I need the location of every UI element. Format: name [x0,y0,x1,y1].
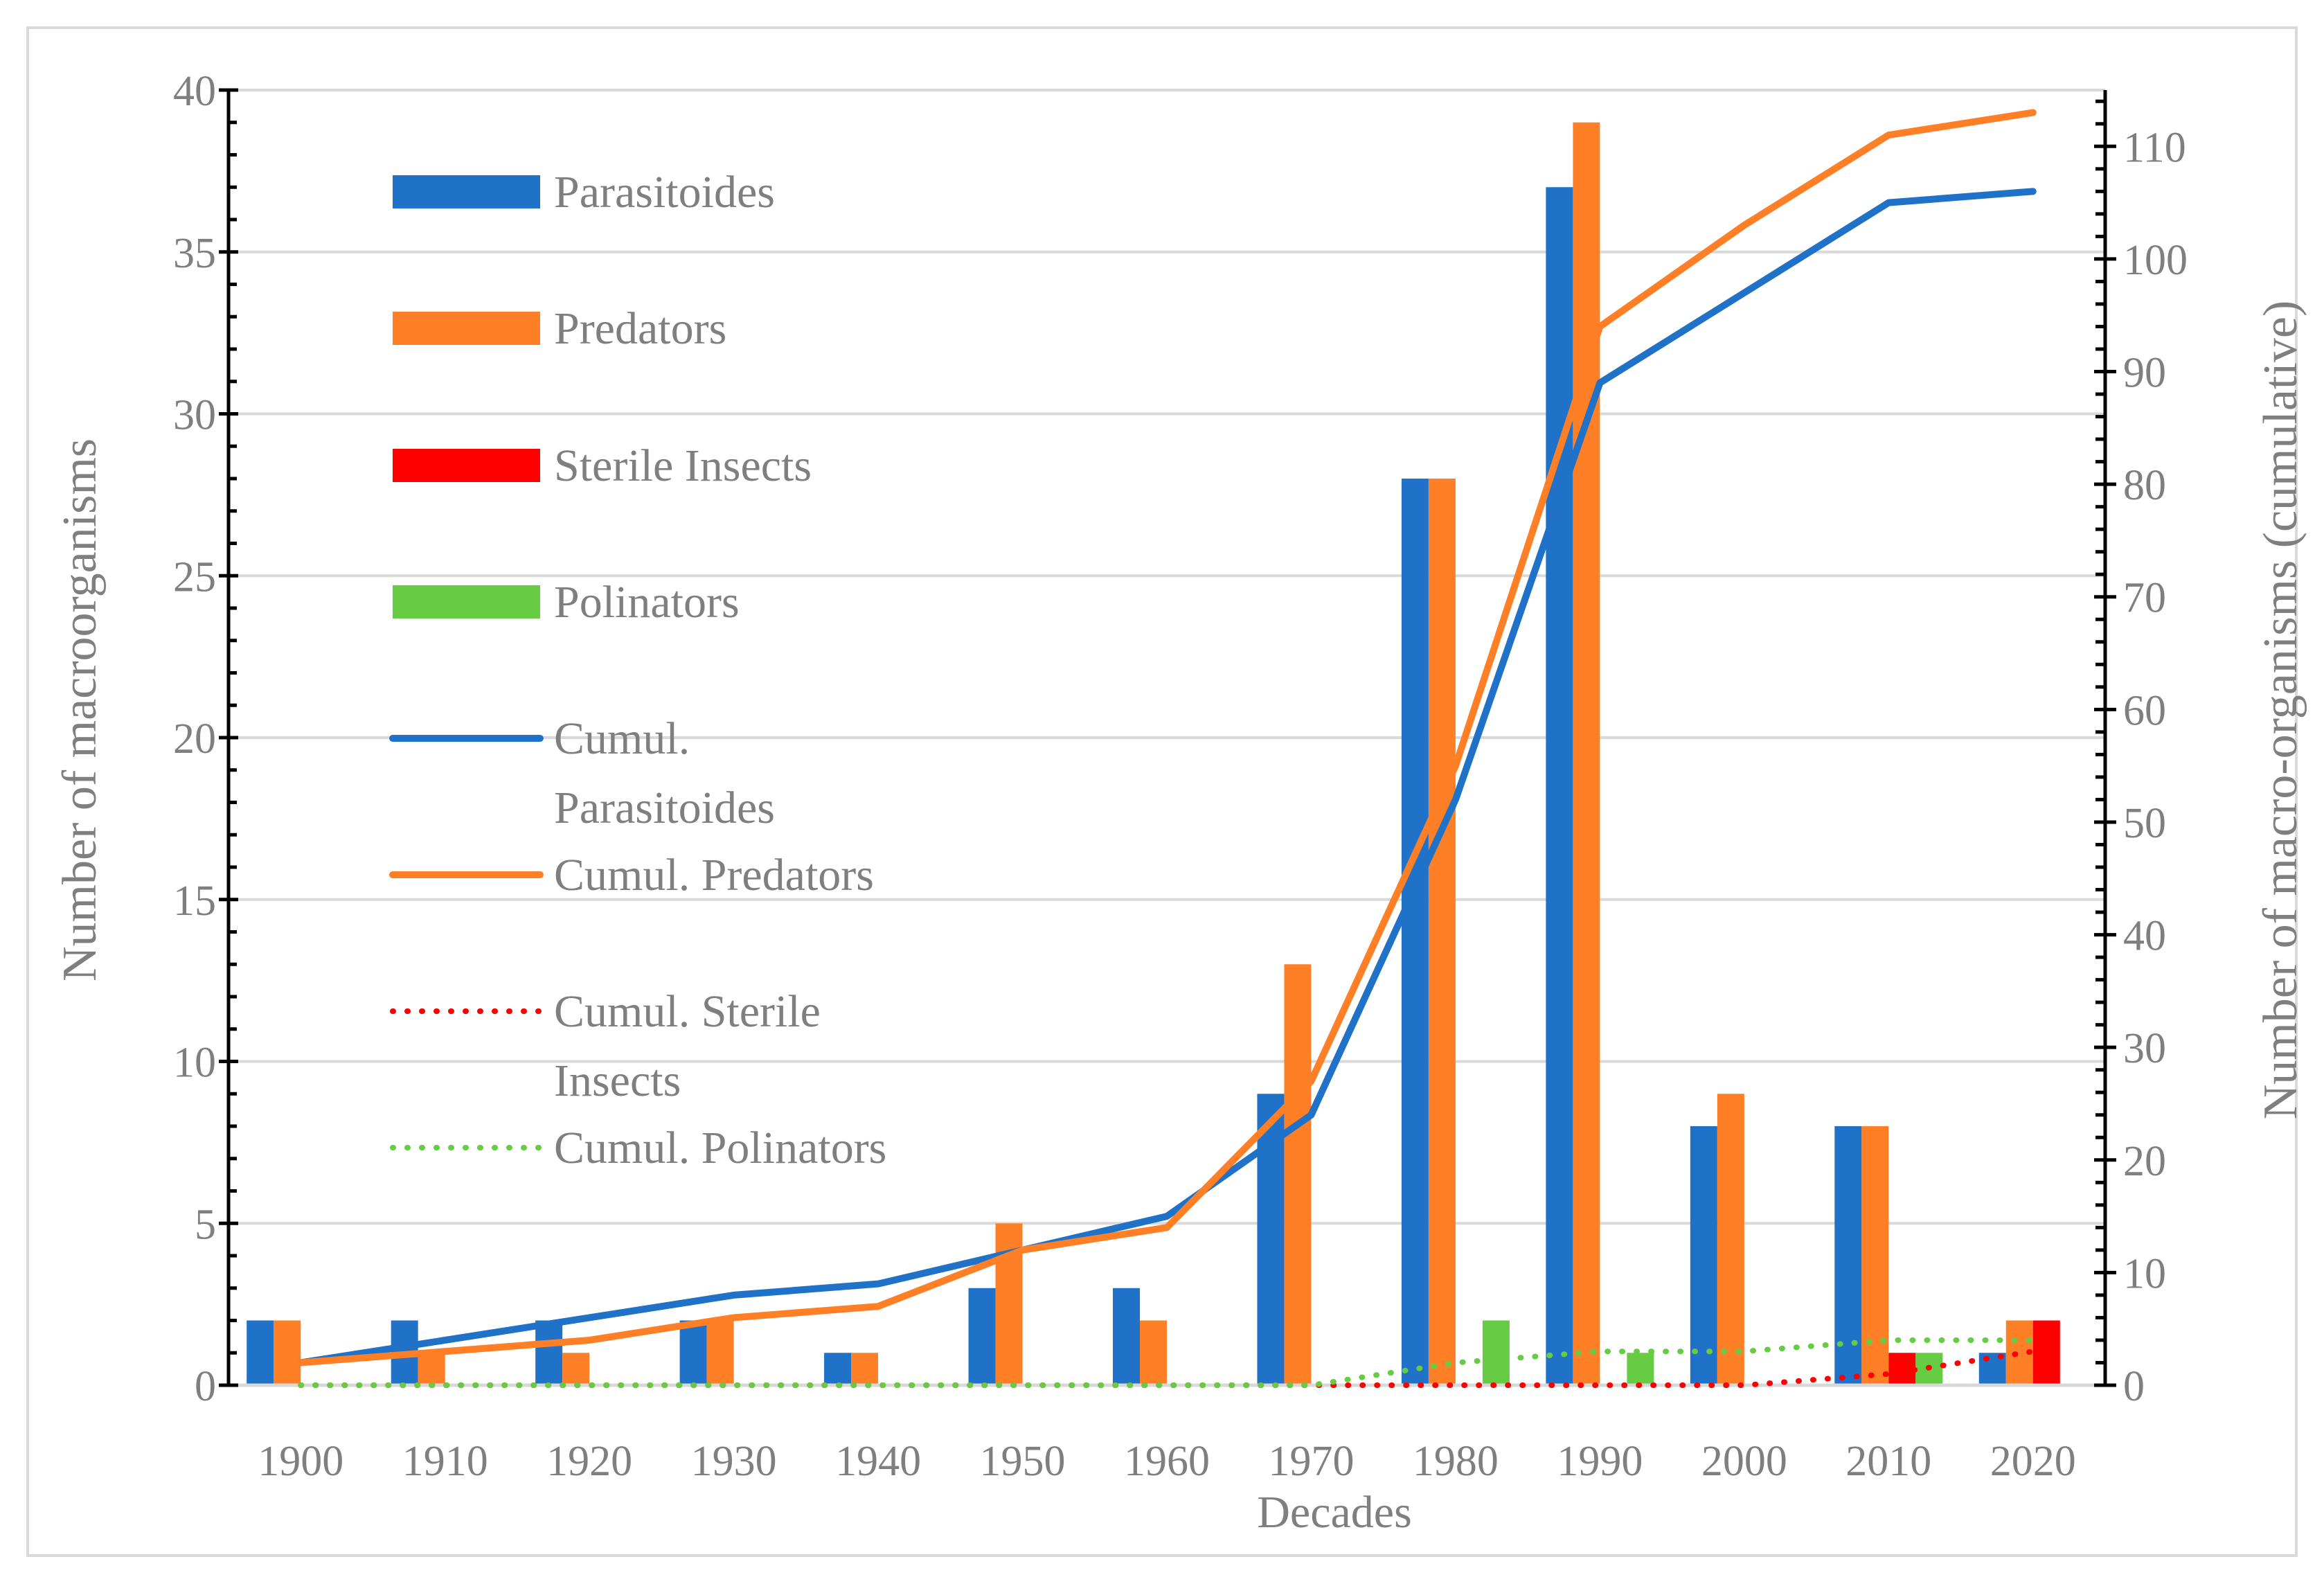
legend-label: Sterile Insects [554,441,812,491]
bar-predators [562,1353,590,1385]
bar-parasitoides [968,1288,996,1385]
bar-polinators [1482,1320,1510,1385]
legend-swatch-parasitoides [393,175,540,208]
line-cumul-predators [297,109,2037,1367]
x-tick-label: 1910 [402,1438,488,1485]
bar-predators [1717,1094,1744,1385]
x-tick-label: 1920 [546,1438,632,1485]
bar-predators [706,1320,734,1385]
y-tick-label: 35 [173,230,216,277]
gridlines [229,89,2105,1225]
x-tick-label: 2010 [1845,1438,1931,1485]
x-tick-label: 1900 [258,1438,343,1485]
y-tick-label: 20 [173,715,216,763]
x-axis-title: Decades [1257,1487,1412,1538]
y2-tick-label: 110 [2123,124,2186,171]
line-cumul-parasitoides [297,188,2037,1367]
bar-predators [1140,1320,1167,1385]
legend-swatch-sterile-insects [393,449,540,482]
y-axis-title: Number of macroorganisms [53,438,107,981]
x-tick-label: 2000 [1701,1438,1787,1485]
chart-frame [26,26,2298,1557]
y-tick-label: 40 [173,68,216,115]
x-tick-label: 1980 [1413,1438,1499,1485]
y2-tick-label: 40 [2123,913,2166,960]
bar-sterile-insects [2032,1320,2060,1385]
legend-label: Insects [554,1056,681,1106]
bar-parasitoides [679,1320,707,1385]
x-tick-label: 1950 [980,1438,1066,1485]
y2-tick-label: 100 [2123,237,2188,284]
bar-parasitoides [824,1353,852,1385]
y2-tick-label: 0 [2123,1363,2145,1410]
bar-predators [1573,122,1600,1385]
legend-label: Parasitoides [554,167,775,217]
y2-axis-title: Number of macro-organisms (cumulative) [2254,301,2307,1120]
bar-polinators [1627,1353,1654,1385]
x-tick-label: 1940 [835,1438,921,1485]
legend-swatch-polinators [393,585,540,619]
y2-tick-label: 90 [2123,350,2166,397]
bar-sterile-insects [1888,1353,1916,1385]
y2-tick-label: 10 [2123,1250,2166,1297]
bar-parasitoides [1113,1288,1140,1385]
legend-label: Cumul. [554,713,690,764]
axes: 0 5 10 15 20 25 30 35 40 0 10 20 30 40 50 60 70 80 90 100 11… [173,68,2188,1485]
legend-label: Cumul. Sterile [554,986,821,1037]
bar-predators [851,1353,879,1385]
bar-predators [1284,964,1312,1385]
y-tick-label: 15 [173,878,216,925]
bar-predators [418,1353,445,1385]
y2-tick-label: 20 [2123,1138,2166,1185]
y2-tick-label: 50 [2123,800,2166,847]
bar-predators [1428,479,1456,1385]
legend-swatch-predators [393,312,540,345]
bar-predators [274,1320,301,1385]
y-tick-label: 0 [195,1363,216,1410]
bar-parasitoides [1546,187,1573,1385]
legend: Parasitoides Predators Sterile Insects Poli… [389,167,886,1173]
y2-tick-label: 80 [2123,462,2166,509]
x-tick-label: 1960 [1124,1438,1210,1485]
bar-parasitoides [247,1320,274,1385]
y2-tick-label: 30 [2123,1025,2166,1072]
legend-label: Polinators [554,577,740,628]
y-tick-label: 10 [173,1040,216,1087]
bars [247,122,2060,1385]
legend-label: Predators [554,303,726,354]
y-tick-label: 30 [173,392,216,439]
legend-label: Cumul. Predators [554,850,874,900]
bar-predators [1861,1126,1889,1385]
x-tick-label: 1990 [1557,1438,1643,1485]
bar-parasitoides [1690,1126,1717,1385]
line-cumul-polinators [298,1337,2036,1388]
y2-tick-label: 60 [2123,687,2166,734]
x-tick-label: 1930 [691,1438,777,1485]
legend-label: Parasitoides [554,783,775,833]
bar-parasitoides [535,1320,563,1385]
x-tick-label: 1970 [1268,1438,1354,1485]
x-tick-label: 2020 [1990,1438,2076,1485]
y2-tick-label: 70 [2123,575,2166,622]
y-tick-label: 5 [195,1201,216,1248]
cumulative-lines [297,109,2037,1388]
bar-parasitoides [1401,479,1429,1385]
legend-label: Cumul. Polinators [554,1123,886,1173]
y-tick-label: 25 [173,553,216,600]
